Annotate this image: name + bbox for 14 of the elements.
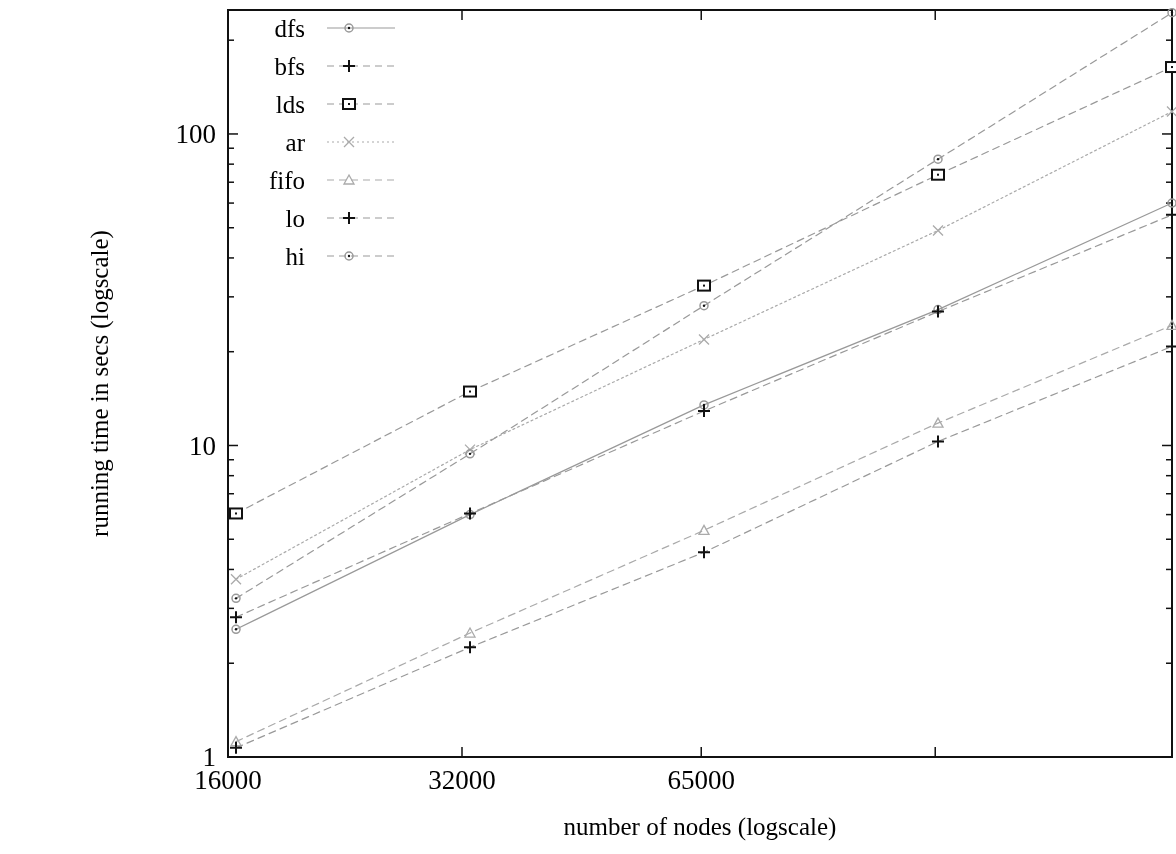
x-axis-title: number of nodes (logscale) <box>563 813 837 841</box>
y-tick-label: 10 <box>189 430 216 461</box>
legend-label: fifo <box>268 166 305 194</box>
legend-label: dfs <box>274 14 305 42</box>
y-axis-title: running time in secs (logscale) <box>86 230 114 537</box>
legend-label: bfs <box>274 52 305 80</box>
x-tick-label: 32000 <box>428 765 496 795</box>
legend-label: lds <box>275 90 305 118</box>
legend-label: lo <box>285 204 305 232</box>
y-tick-label: 100 <box>175 119 216 150</box>
legend-label: ar <box>285 128 306 156</box>
legend-label: hi <box>285 242 306 270</box>
x-tick-label: 65000 <box>667 765 735 795</box>
x-tick-label: 16000 <box>194 765 262 795</box>
